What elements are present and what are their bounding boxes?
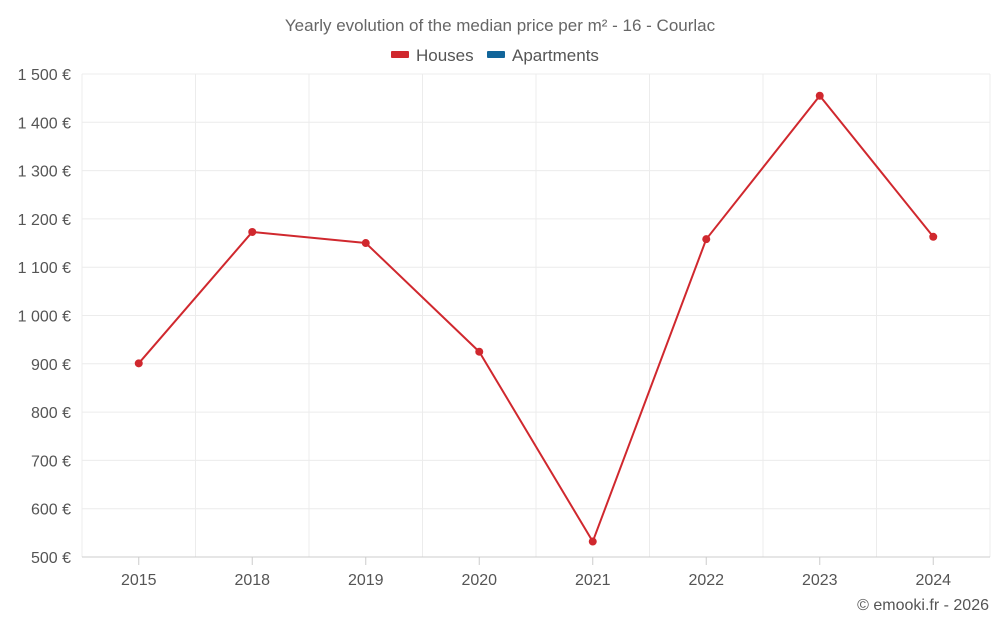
legend-item-houses[interactable]: Houses [391, 46, 474, 65]
data-point-houses[interactable] [134, 359, 143, 368]
y-tick-label: 1 500 € [18, 67, 71, 84]
data-point-houses[interactable] [702, 235, 711, 244]
x-tick-label: 2021 [575, 572, 611, 589]
y-tick-label: 600 € [31, 502, 71, 519]
x-axis-ticks: 2015 2018 2019 2020 2021 2022 2023 2024 [121, 557, 951, 589]
data-point-houses[interactable] [475, 347, 484, 356]
series-line-houses [137, 94, 935, 543]
y-tick-label: 900 € [31, 357, 71, 374]
legend-item-apartments[interactable]: Apartments [487, 46, 599, 65]
legend-label-houses: Houses [416, 46, 474, 65]
y-tick-label: 500 € [31, 550, 71, 567]
data-point-houses[interactable] [361, 239, 370, 248]
chart-title: Yearly evolution of the median price per… [285, 16, 716, 35]
legend-swatch-apartments [487, 51, 505, 58]
legend-swatch-houses [391, 51, 409, 58]
data-point-houses[interactable] [929, 232, 938, 241]
data-point-houses[interactable] [588, 537, 597, 546]
x-gridlines [81, 74, 991, 557]
y-tick-label: 1 400 € [18, 115, 71, 132]
y-tick-label: 1 300 € [18, 164, 71, 181]
y-tick-label: 1 200 € [18, 212, 71, 229]
legend: Houses Apartments [391, 46, 599, 65]
y-tick-label: 800 € [31, 405, 71, 422]
y-tick-label: 700 € [31, 453, 71, 470]
x-tick-label: 2018 [234, 572, 270, 589]
y-tick-label: 1 100 € [18, 260, 71, 277]
data-point-houses[interactable] [248, 227, 257, 236]
x-tick-label: 2022 [688, 572, 724, 589]
x-tick-label: 2020 [461, 572, 497, 589]
x-tick-label: 2019 [348, 572, 384, 589]
x-tick-label: 2015 [121, 572, 157, 589]
legend-label-apartments: Apartments [512, 46, 599, 65]
y-tick-label: 1 000 € [18, 309, 71, 326]
data-point-houses[interactable] [815, 91, 824, 100]
x-tick-label: 2024 [915, 572, 951, 589]
x-tick-label: 2023 [802, 572, 838, 589]
y-axis-ticks: 500 € 600 € 700 € 800 € 900 € 1 000 € 1 100 € 1… [18, 67, 71, 567]
chart-credit: © emooki.fr - 2026 [857, 597, 989, 614]
series-layer [134, 91, 938, 546]
